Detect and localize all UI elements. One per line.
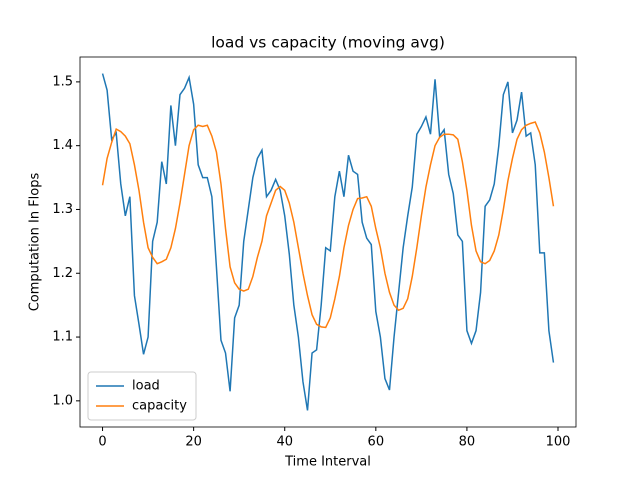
y-tick-label: 1.2 [52, 266, 73, 281]
y-tick-label: 1.0 [52, 393, 73, 408]
x-tick-label: 40 [276, 435, 293, 450]
x-tick-label: 20 [185, 435, 202, 450]
legend-box [87, 371, 197, 421]
x-tick-label: 80 [459, 435, 476, 450]
y-axis-label: Computation In Flops [28, 172, 43, 311]
chart-title: load vs capacity (moving avg) [211, 34, 445, 52]
y-tick-label: 1.1 [52, 330, 73, 345]
line-series [101, 73, 555, 411]
x-tick-label: 0 [98, 435, 106, 450]
x-tick-label: 100 [546, 435, 571, 450]
legend-label: capacity [132, 399, 187, 414]
axes-frame [79, 56, 577, 428]
x-axis-label: Time Interval [284, 455, 371, 470]
y-tick-label: 1.4 [52, 138, 73, 153]
line-series [101, 121, 555, 329]
y-tick-label: 1.3 [52, 202, 73, 217]
x-tick-label: 60 [368, 435, 385, 450]
y-tick-label: 1.5 [52, 74, 73, 89]
legend-label: load [132, 379, 160, 394]
